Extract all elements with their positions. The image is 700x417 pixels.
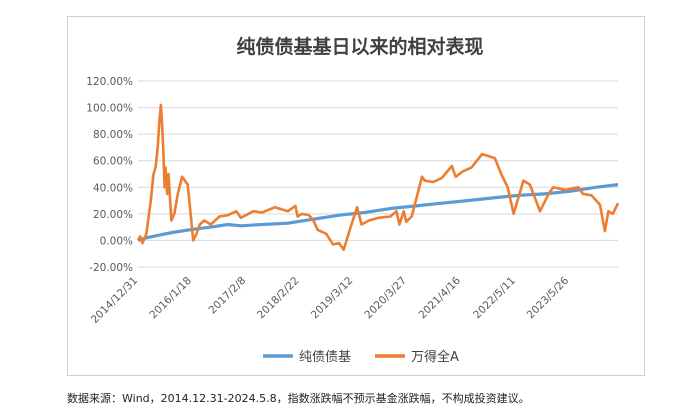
- x-tick-label: 2022/5/11: [471, 275, 518, 322]
- y-tick-label: 20.00%: [93, 209, 133, 221]
- x-tick-label: 2023/5/26: [525, 274, 572, 321]
- y-tick-label: 40.00%: [93, 182, 133, 194]
- y-tick-label: 100.00%: [86, 103, 133, 115]
- y-tick-label: 120.00%: [86, 76, 133, 88]
- series-line-1: [137, 183, 619, 242]
- y-tick-label: 0.00%: [100, 235, 133, 247]
- chart-title: 纯债债基基日以来的相对表现: [236, 35, 483, 58]
- chart-frame: 纯债债基基日以来的相对表现 120.00% 100.00% 80.00% 60.00%…: [67, 16, 645, 376]
- line-chart: 纯债债基基日以来的相对表现 120.00% 100.00% 80.00% 60.00%…: [86, 35, 620, 365]
- series-line-2: [136, 103, 620, 251]
- gridlines: [138, 80, 618, 268]
- x-tick-label: 2019/3/12: [309, 275, 356, 322]
- x-tick-label: 2018/2/22: [255, 275, 302, 322]
- y-tick-label: -20.00%: [89, 262, 133, 274]
- series-lines: [136, 103, 620, 251]
- legend-label: 万得全A: [411, 349, 459, 365]
- y-tick-label: 60.00%: [93, 156, 133, 168]
- y-tick-label: 80.00%: [93, 129, 133, 141]
- x-tick-label: 2016/1/18: [147, 275, 194, 322]
- footnote: 数据来源：Wind，2014.12.31-2024.5.8，指数涨跌幅不预示基金…: [67, 392, 530, 405]
- legend: 纯债债基 万得全A: [263, 349, 459, 365]
- x-axis-ticks: 2014/12/31 2016/1/18 2017/2/8 2018/2/22 2019…: [89, 274, 572, 326]
- legend-label: 纯债债基: [299, 350, 351, 365]
- x-tick-label: 2020/3/27: [362, 275, 409, 322]
- x-tick-label: 2017/2/8: [206, 275, 248, 317]
- y-axis-ticks: 120.00% 100.00% 80.00% 60.00% 40.00% 20.00% 0.…: [86, 76, 133, 274]
- x-tick-label: 2014/12/31: [89, 275, 140, 326]
- x-tick-label: 2021/4/16: [416, 274, 463, 321]
